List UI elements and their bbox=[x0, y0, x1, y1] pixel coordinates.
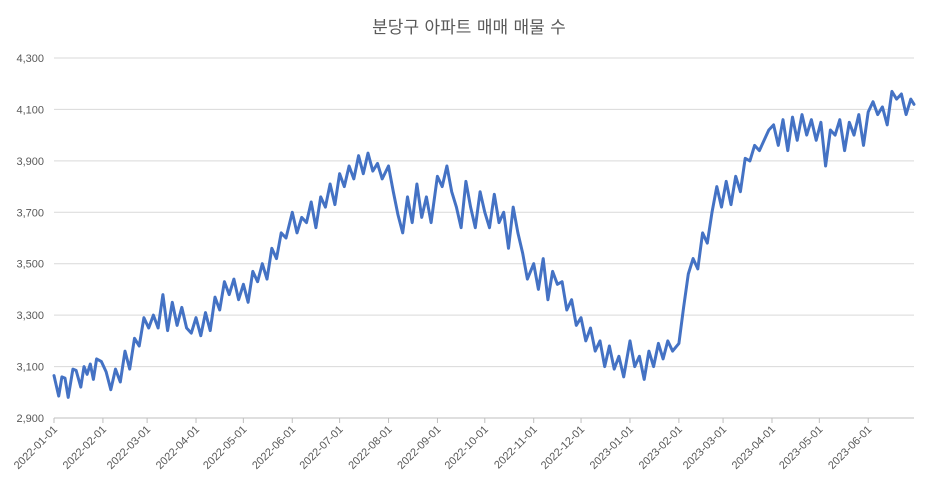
x-tick-label: 2022-05-01 bbox=[201, 424, 249, 472]
x-tick-label: 2022-12-01 bbox=[539, 424, 587, 472]
y-axis-ticks: 2,900 3,100 3,300 3,500 3,700 3,900 4,100 4,300 bbox=[16, 53, 44, 425]
gridlines bbox=[54, 57, 914, 368]
x-tick-label: 2022-03-01 bbox=[105, 424, 153, 472]
x-tick-label: 2022-01-01 bbox=[12, 424, 60, 472]
y-tick-label: 4,100 bbox=[16, 104, 44, 116]
series-line bbox=[52, 89, 916, 399]
x-tick-label: 2022-08-01 bbox=[346, 424, 394, 472]
x-tick-label: 2023-01-01 bbox=[588, 424, 636, 472]
y-tick-label: 3,100 bbox=[16, 362, 44, 374]
x-tick-label: 2022-06-01 bbox=[250, 424, 298, 472]
y-tick-label: 3,900 bbox=[16, 156, 44, 168]
x-tick-label: 2022-07-01 bbox=[297, 424, 345, 472]
y-tick-label: 3,500 bbox=[16, 259, 44, 271]
y-tick-label: 3,300 bbox=[16, 310, 44, 322]
x-tick-label: 2023-02-01 bbox=[637, 424, 685, 472]
x-tick-label: 2023-04-01 bbox=[730, 424, 778, 472]
chart-title: 분당구 아파트 매매 매물 수 bbox=[372, 18, 566, 38]
series-layer bbox=[52, 89, 916, 399]
y-tick-label: 2,900 bbox=[16, 413, 44, 425]
x-tick-label: 2023-05-01 bbox=[777, 424, 825, 472]
x-tick-label: 2023-03-01 bbox=[681, 424, 729, 472]
x-tick-label: 2022-11-01 bbox=[492, 424, 540, 472]
x-tick-label: 2022-09-01 bbox=[395, 424, 443, 472]
x-tick-label: 2022-10-01 bbox=[443, 424, 491, 472]
x-tick-label: 2022-02-01 bbox=[61, 424, 109, 472]
y-tick-label: 4,300 bbox=[16, 53, 44, 65]
x-tick-label: 2022-04-01 bbox=[154, 424, 202, 472]
x-tick-label: 2023-06-01 bbox=[826, 424, 874, 472]
y-tick-label: 3,700 bbox=[16, 207, 44, 219]
